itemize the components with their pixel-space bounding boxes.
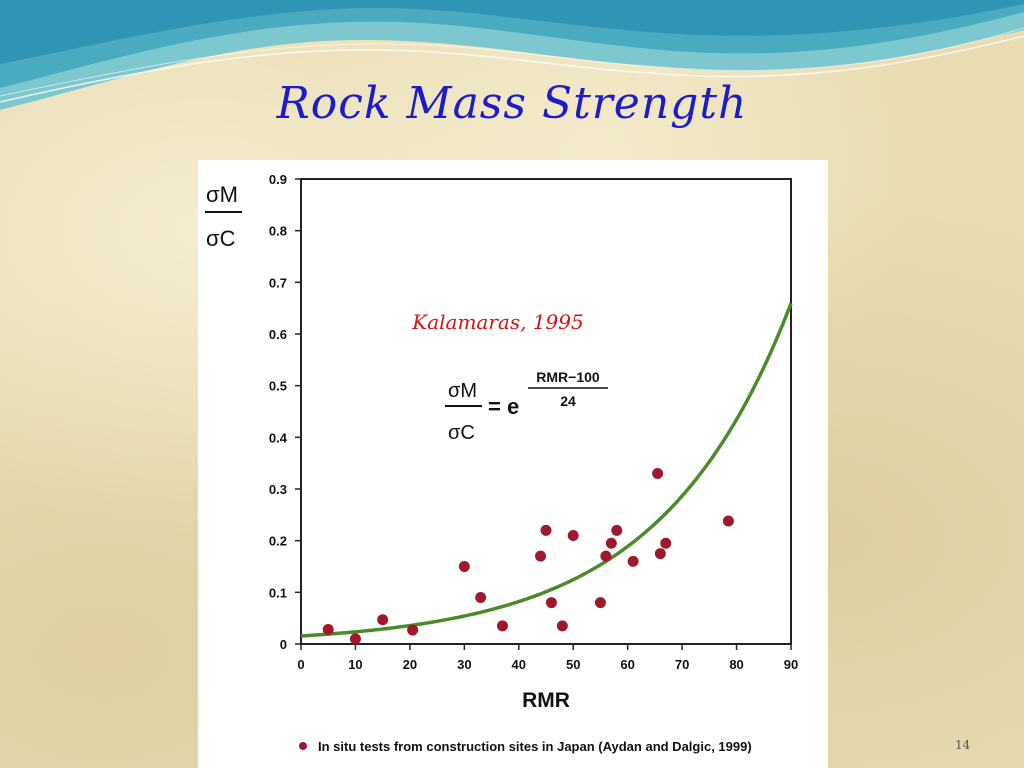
legend-label: In situ tests from construction sites in… xyxy=(318,739,752,754)
data-point xyxy=(377,614,389,626)
y-tick-label: 0 xyxy=(280,637,287,652)
x-tick-label: 10 xyxy=(348,657,362,672)
equation-lhs-denominator: σC xyxy=(448,422,475,444)
equation-equals: = e xyxy=(488,394,519,419)
equation-exp-numerator: RMR−100 xyxy=(536,369,600,385)
kalamaras-curve xyxy=(300,302,793,638)
x-tick-label: 30 xyxy=(457,657,471,672)
data-point xyxy=(722,515,734,527)
data-point xyxy=(496,620,508,632)
y-tick-label: 0.9 xyxy=(269,172,287,187)
data-point xyxy=(535,550,547,562)
data-point xyxy=(545,597,557,609)
chart-svg: 0 0.1 0.2 0.3 0.4 0.5 0.6 0.7 0.8 0.9 0 10 20 30 40 50… xyxy=(205,172,798,754)
x-tick-label: 80 xyxy=(729,657,743,672)
data-point xyxy=(594,597,606,609)
y-tick-label: 0.6 xyxy=(269,327,287,342)
equation-lhs-numerator: σM xyxy=(448,380,477,402)
x-tick-label: 20 xyxy=(403,657,417,672)
x-tick-label: 70 xyxy=(675,657,689,672)
y-label-denominator: σC xyxy=(206,226,236,251)
y-label-numerator: σM xyxy=(206,182,238,207)
chart-figure: 0 0.1 0.2 0.3 0.4 0.5 0.6 0.7 0.8 0.9 0 10 20 30 40 50… xyxy=(198,160,828,768)
x-tick-label: 0 xyxy=(297,657,304,672)
header-wave-decoration xyxy=(0,0,1024,110)
data-point xyxy=(627,555,639,567)
y-tick-label: 0.1 xyxy=(269,585,287,600)
x-tick-label: 40 xyxy=(512,657,526,672)
y-tick-label: 0.4 xyxy=(269,430,288,445)
x-axis-ticks: 0 10 20 30 40 50 60 70 80 90 xyxy=(297,644,798,672)
equation: σM σC = e RMR−100 24 xyxy=(445,369,608,444)
x-tick-label: 90 xyxy=(784,657,798,672)
x-tick-label: 50 xyxy=(566,657,580,672)
data-point xyxy=(654,548,666,560)
y-tick-label: 0.8 xyxy=(269,224,287,239)
page-number: 14 xyxy=(955,738,971,752)
data-point xyxy=(475,592,487,603)
data-point xyxy=(322,624,334,636)
data-point xyxy=(611,524,623,536)
data-point xyxy=(458,561,470,572)
y-tick-label: 0.3 xyxy=(269,482,287,497)
data-point xyxy=(652,468,664,479)
y-axis-ticks: 0 0.1 0.2 0.3 0.4 0.5 0.6 0.7 0.8 0.9 xyxy=(269,172,301,652)
data-point xyxy=(349,633,361,645)
y-tick-label: 0.7 xyxy=(269,275,287,290)
y-tick-label: 0.2 xyxy=(269,534,287,549)
citation-label: Kalamaras, 1995 xyxy=(411,310,583,334)
x-tick-label: 60 xyxy=(620,657,634,672)
x-axis-label: RMR xyxy=(522,689,570,712)
y-tick-label: 0.5 xyxy=(269,379,287,394)
data-point xyxy=(556,620,568,632)
equation-exp-denominator: 24 xyxy=(560,393,576,409)
data-point xyxy=(407,624,419,636)
data-point xyxy=(600,550,612,562)
legend-marker xyxy=(299,742,307,750)
data-points xyxy=(322,468,734,645)
data-point xyxy=(605,537,617,549)
data-point xyxy=(567,530,579,541)
slide-title: Rock Mass Strength xyxy=(276,78,748,129)
plot-frame xyxy=(300,178,792,645)
data-point xyxy=(540,524,552,536)
data-point xyxy=(660,537,672,549)
